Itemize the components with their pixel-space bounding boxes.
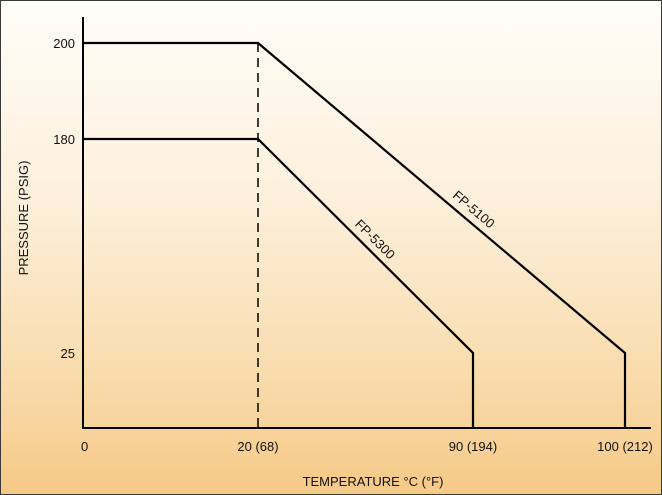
y-tick-label: 25 [61, 346, 75, 361]
x-tick-label: 20 (68) [237, 439, 278, 454]
x-axis-title: TEMPERATURE °C (°F) [303, 474, 444, 489]
x-tick-label: 100 (212) [597, 439, 653, 454]
y-tick-label: 200 [53, 36, 75, 51]
axes [82, 17, 651, 429]
x-tick-label: 0 [81, 439, 88, 454]
series-line-fp-5300 [83, 137, 475, 428]
y-tick-label: 180 [53, 132, 75, 147]
series-line-fp-5100 [83, 41, 627, 428]
series-layer [83, 41, 627, 428]
x-tick-label: 90 (194) [449, 439, 497, 454]
y-axis-title: PRESSURE (PSIG) [16, 161, 31, 276]
tick-labels: 25 180 200 0 20 (68) 90 (194) 100 (212) [53, 36, 653, 454]
